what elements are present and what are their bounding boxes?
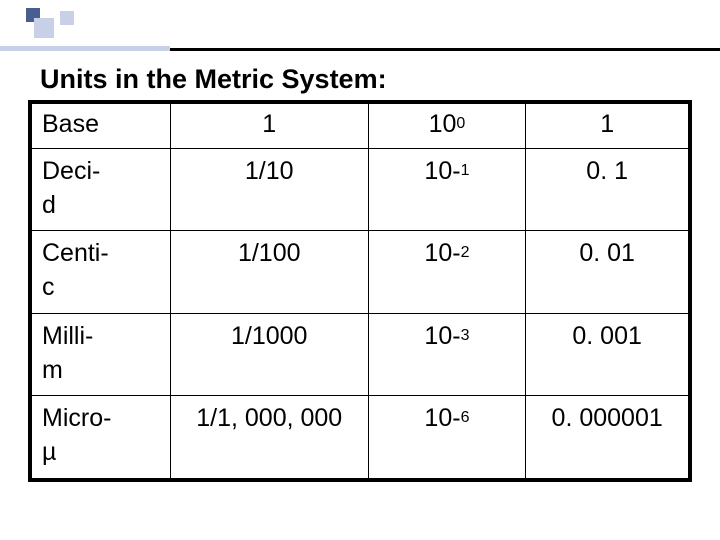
symbol-label: c xyxy=(42,271,160,305)
table-row: Milli-m1/100010-30. 001 xyxy=(32,313,689,396)
decimal-cell: 1 xyxy=(526,104,689,149)
prefix-cell: Base xyxy=(32,104,171,149)
page-title: Units in the Metric System: xyxy=(40,64,387,95)
power-exponent: 6 xyxy=(461,409,470,426)
prefix-cell: Deci-d xyxy=(32,148,171,231)
table-row: Base11001 xyxy=(32,104,689,149)
decimal-cell: 0. 000001 xyxy=(526,396,689,479)
symbol-label: µ xyxy=(42,436,160,470)
table-row: Micro-µ1/1, 000, 00010-60. 000001 xyxy=(32,396,689,479)
decimal-cell: 0. 001 xyxy=(526,313,689,396)
power-cell: 10-2 xyxy=(368,231,526,314)
power-base: 10- xyxy=(424,157,460,185)
power-base: 10- xyxy=(424,322,460,350)
table-row: Deci-d1/1010-10. 1 xyxy=(32,148,689,231)
fraction-cell: 1/1, 000, 000 xyxy=(170,396,368,479)
prefix-cell: Milli-m xyxy=(32,313,171,396)
power-exponent: 2 xyxy=(461,244,470,261)
prefix-cell: Centi-c xyxy=(32,231,171,314)
power-cell: 10-1 xyxy=(368,148,526,231)
decimal-cell: 0. 01 xyxy=(526,231,689,314)
power-exponent: 0 xyxy=(456,115,465,132)
symbol-label: d xyxy=(42,189,160,223)
power-base: 10 xyxy=(429,110,457,138)
power-exponent: 1 xyxy=(461,162,470,179)
symbol-label: m xyxy=(42,354,160,388)
power-cell: 10-3 xyxy=(368,313,526,396)
power-cell: 10-6 xyxy=(368,396,526,479)
power-exponent: 3 xyxy=(461,327,470,344)
fraction-cell: 1/100 xyxy=(170,231,368,314)
fraction-cell: 1/10 xyxy=(170,148,368,231)
prefix-label: Micro- xyxy=(42,404,111,432)
power-base: 10- xyxy=(424,239,460,267)
table-row: Centi-c1/10010-20. 01 xyxy=(32,231,689,314)
prefix-label: Deci- xyxy=(42,157,100,185)
prefix-cell: Micro-µ xyxy=(32,396,171,479)
prefix-label: Milli- xyxy=(42,322,93,350)
header-divider xyxy=(0,48,720,51)
power-cell: 100 xyxy=(368,104,526,149)
metric-units-table: Base11001Deci-d1/1010-10. 1Centi-c1/1001… xyxy=(28,100,692,482)
fraction-cell: 1 xyxy=(170,104,368,149)
prefix-label: Centi- xyxy=(42,239,109,267)
corner-decoration xyxy=(26,8,126,46)
decimal-cell: 0. 1 xyxy=(526,148,689,231)
power-base: 10- xyxy=(424,404,460,432)
fraction-cell: 1/1000 xyxy=(170,313,368,396)
prefix-label: Base xyxy=(42,110,99,138)
